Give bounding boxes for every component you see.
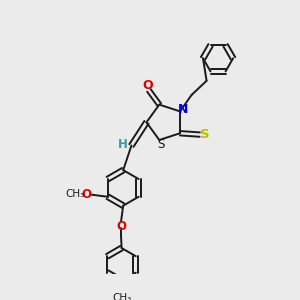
- Text: S: S: [157, 138, 164, 151]
- Text: CH₃: CH₃: [65, 189, 85, 199]
- Text: O: O: [82, 188, 92, 200]
- Text: H: H: [118, 138, 128, 151]
- Text: O: O: [116, 220, 126, 233]
- Text: CH₃: CH₃: [112, 293, 131, 300]
- Text: N: N: [178, 103, 188, 116]
- Text: O: O: [142, 79, 153, 92]
- Text: S: S: [200, 128, 209, 141]
